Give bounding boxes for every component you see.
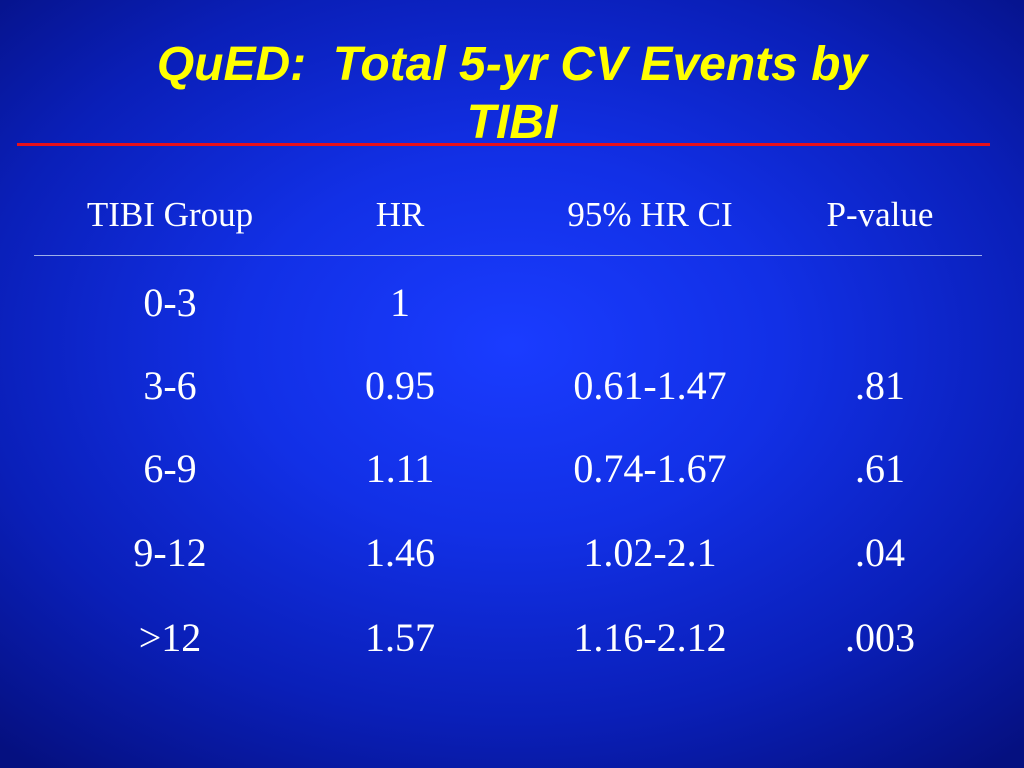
slide-title: QuED: Total 5-yr CV Events by TIBI	[156, 38, 868, 149]
table-cell-group: 9-12	[133, 530, 207, 575]
title-divider	[17, 143, 990, 146]
table-cell-p-value	[780, 279, 980, 327]
table-cell-hr: 1.11	[365, 446, 435, 491]
table-cell-group: 3-6	[143, 363, 197, 408]
table-cell-group: 6-9	[143, 446, 197, 491]
table-cell-p-value: .003	[845, 615, 915, 660]
table-cell-p-value: .61	[855, 446, 905, 491]
table-cell-hr: 1.46	[365, 530, 435, 575]
header-divider	[34, 255, 982, 256]
table-cell-hr: 1	[390, 280, 410, 325]
column-header-p-value: P-value	[826, 195, 934, 234]
column-header-ci: 95% HR CI	[567, 195, 733, 234]
table-cell-ci: 1.16-2.12	[573, 615, 727, 660]
table-cell-p-value: .81	[855, 363, 905, 408]
table-cell-p-value: .04	[855, 530, 905, 575]
table-cell-hr: 1.57	[365, 615, 435, 660]
table-cell-group: 0-3	[143, 280, 197, 325]
table-cell-ci: 0.74-1.67	[573, 446, 727, 491]
table-cell-ci: 1.02-2.1	[583, 530, 717, 575]
table-cell-ci: 0.61-1.47	[573, 363, 727, 408]
table-cell-ci	[520, 279, 780, 327]
table-cell-hr: 0.95	[365, 363, 435, 408]
column-header-tibi-group: TIBI Group	[86, 195, 254, 234]
column-header-hr: HR	[375, 195, 425, 234]
table-cell-group: >12	[138, 615, 202, 660]
